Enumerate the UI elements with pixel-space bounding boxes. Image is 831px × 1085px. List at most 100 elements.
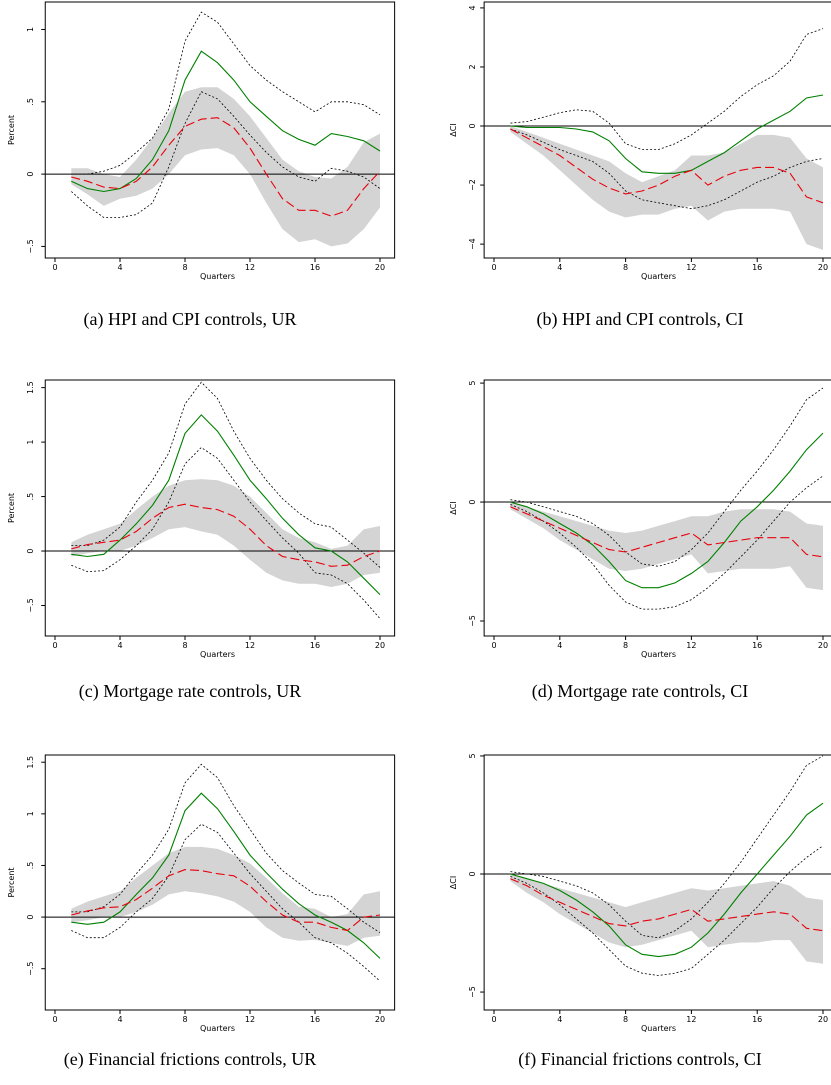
y-tick-label: 1.5 [26, 381, 35, 394]
caption: (e) Financial frictions controls, UR [64, 1049, 316, 1070]
x-tick-label: 8 [623, 1015, 628, 1024]
x-tick-label: 16 [310, 263, 320, 272]
y-tick-label: 1 [26, 440, 35, 445]
y-tick-label: 0 [26, 548, 35, 553]
x-tick-label: 4 [557, 641, 562, 650]
x-tick-label: 0 [491, 263, 496, 272]
x-tick-label: 16 [310, 1015, 320, 1024]
series-line [71, 763, 381, 933]
series-line [510, 128, 824, 204]
x-tick-label: 0 [52, 263, 57, 272]
x-axis-label: Quarters [200, 650, 235, 659]
y-tick-label: −.5 [26, 962, 35, 976]
plot-frame [483, 1, 831, 259]
y-axis-label: ΔCI [449, 123, 458, 136]
y-axis-label: ΔCI [449, 501, 458, 514]
y-tick-label: 5 [468, 753, 477, 758]
series-line [71, 503, 381, 567]
y-tick-label: −5 [468, 986, 477, 998]
x-tick-label: 16 [752, 263, 762, 272]
x-tick-label: 4 [117, 641, 122, 650]
y-tick-label: 0 [468, 871, 477, 876]
series-line [71, 117, 381, 217]
x-tick-label: 20 [818, 641, 828, 650]
series-line [510, 475, 824, 610]
x-tick-label: 20 [375, 1015, 385, 1024]
y-tick-label: 2 [468, 64, 477, 69]
y-tick-label: 0 [468, 500, 477, 505]
x-tick-label: 12 [245, 641, 255, 650]
x-tick-label: 12 [245, 263, 255, 272]
x-tick-label: 8 [182, 263, 187, 272]
y-tick-label: 1 [26, 27, 35, 32]
x-tick-label: 8 [623, 641, 628, 650]
series-line [510, 94, 824, 174]
series-line [510, 387, 824, 567]
x-tick-label: 16 [752, 641, 762, 650]
y-tick-label: 0 [26, 915, 35, 920]
confidence-band [510, 502, 823, 591]
y-tick-label: 0 [26, 172, 35, 177]
x-tick-label: 4 [117, 263, 122, 272]
x-tick-label: 16 [752, 1015, 762, 1024]
caption: (f) Financial frictions controls, CI [518, 1049, 761, 1070]
x-tick-label: 4 [557, 263, 562, 272]
confidence-band [71, 87, 381, 247]
x-tick-label: 0 [52, 641, 57, 650]
x-tick-label: 20 [818, 1015, 828, 1024]
x-tick-label: 20 [375, 641, 385, 650]
y-axis-label: Percent [7, 115, 16, 145]
confidence-band [510, 126, 823, 250]
x-axis-label: Quarters [641, 1024, 676, 1033]
y-tick-label: −2 [468, 179, 477, 191]
x-tick-label: 20 [818, 263, 828, 272]
caption: (c) Mortgage rate controls, UR [79, 681, 301, 702]
y-tick-label: −4 [468, 238, 477, 250]
series-line [71, 91, 381, 218]
series-line [510, 878, 824, 932]
x-tick-label: 12 [686, 1015, 696, 1024]
y-tick-label: 5 [468, 381, 477, 386]
y-tick-label: 1.5 [26, 756, 35, 769]
series-line [510, 755, 824, 939]
series-line [71, 11, 381, 175]
x-axis-label: Quarters [641, 650, 676, 659]
x-tick-label: 0 [491, 1015, 496, 1024]
confidence-band [510, 874, 823, 964]
plot-frame [44, 1, 396, 259]
x-tick-label: 0 [52, 1015, 57, 1024]
caption: (b) HPI and CPI controls, CI [537, 309, 744, 330]
x-tick-label: 12 [686, 641, 696, 650]
plot-frame [44, 379, 396, 637]
caption: (d) Mortgage rate controls, CI [532, 681, 748, 702]
series-line [71, 823, 381, 982]
y-tick-label: 4 [468, 5, 477, 10]
series-line [510, 802, 824, 958]
x-tick-label: 4 [117, 1015, 122, 1024]
series-line [71, 869, 381, 932]
plot-frame [483, 379, 831, 637]
series-line [510, 506, 824, 558]
caption: (a) HPI and CPI controls, UR [84, 309, 297, 330]
x-tick-label: 8 [623, 263, 628, 272]
x-tick-label: 20 [375, 263, 385, 272]
y-tick-label: 1 [26, 811, 35, 816]
x-tick-label: 8 [182, 641, 187, 650]
series-line [510, 432, 824, 589]
x-axis-label: Quarters [200, 1024, 235, 1033]
x-axis-label: Quarters [200, 272, 235, 281]
x-tick-label: 12 [245, 1015, 255, 1024]
x-tick-label: 16 [310, 641, 320, 650]
y-tick-label: −5 [468, 615, 477, 627]
y-axis-label: Percent [7, 867, 16, 897]
series-line [71, 446, 381, 619]
confidence-band [71, 846, 381, 946]
series-line [510, 28, 824, 150]
series-line [71, 414, 381, 595]
series-line [71, 792, 381, 959]
y-tick-label: .5 [26, 862, 35, 870]
x-tick-label: 4 [557, 1015, 562, 1024]
y-tick-label: .5 [26, 493, 35, 501]
